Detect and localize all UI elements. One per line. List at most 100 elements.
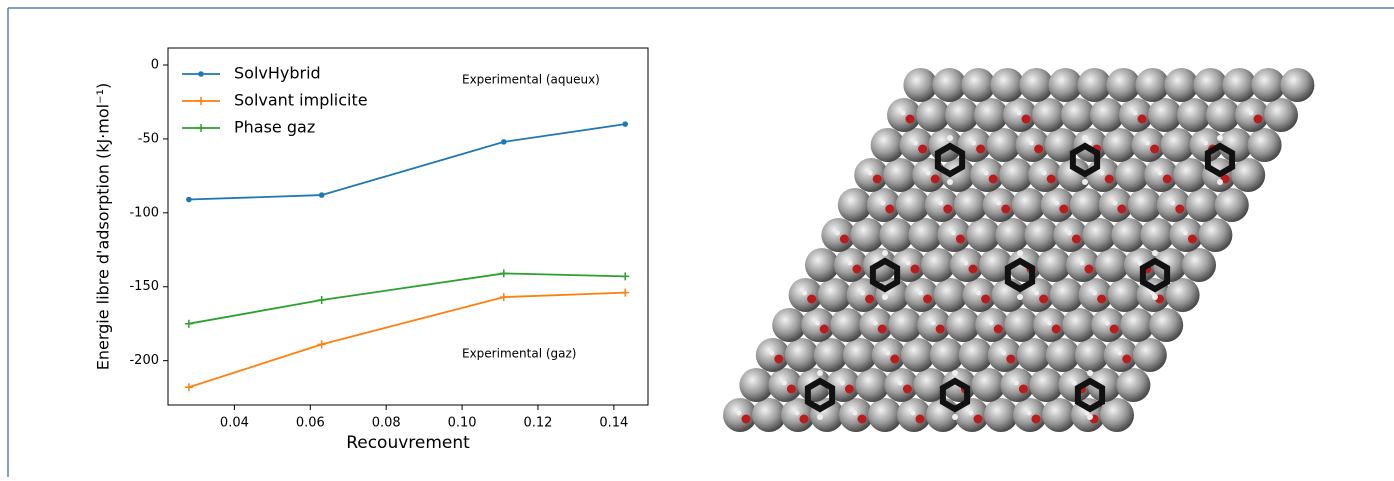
benzene-ring [934, 142, 966, 178]
series-line [188, 291, 626, 389]
atom [817, 278, 852, 312]
x-tick-label: 0.14 [599, 416, 628, 431]
atom [830, 308, 865, 342]
atom [813, 338, 848, 372]
atom [1153, 248, 1187, 282]
atom [1107, 278, 1142, 312]
atom [1164, 68, 1199, 102]
legend-marker [197, 97, 205, 105]
atom [1206, 98, 1240, 132]
marker [622, 121, 629, 127]
atom [1173, 158, 1208, 192]
hydrogen [983, 170, 989, 176]
hydroxyl [844, 384, 854, 394]
hydrogen [882, 250, 888, 256]
hydrogen [1082, 179, 1088, 185]
atom [883, 158, 918, 192]
atom [990, 68, 1025, 102]
hydrogen [1137, 260, 1143, 266]
hydroxyl [1059, 204, 1069, 214]
atom [855, 368, 890, 402]
hydrogen [1082, 135, 1088, 141]
atom [888, 308, 923, 342]
atom [784, 338, 819, 372]
atom [1029, 368, 1064, 402]
hydrogen [930, 320, 936, 326]
hydrogen [1099, 170, 1105, 176]
atom [842, 338, 877, 372]
hydrogen [918, 290, 924, 296]
atom [1048, 68, 1083, 102]
hydrogen [1013, 380, 1019, 386]
hydrogen [736, 410, 742, 416]
hydrogen [860, 290, 866, 296]
hydroxyl [1001, 204, 1011, 214]
atom [1111, 218, 1146, 252]
hydroxyl [918, 144, 928, 154]
benzene-ring [1069, 142, 1101, 178]
hydroxyl [819, 324, 829, 334]
hydroxyl [774, 354, 784, 364]
atom [953, 188, 988, 222]
hydrogen [880, 200, 886, 206]
atom [1032, 98, 1066, 132]
hydroxyl [865, 294, 875, 304]
hydrogen [1157, 170, 1163, 176]
hydroxyl [905, 114, 915, 124]
marker [184, 383, 193, 392]
atom [1132, 338, 1167, 372]
hydrogen [1016, 110, 1022, 116]
atom [1149, 308, 1184, 342]
hydrogen [817, 370, 823, 376]
hydrogen [1029, 140, 1035, 146]
hydrogen [839, 380, 845, 386]
hydroxyl [1220, 174, 1230, 184]
hydroxyl [943, 204, 953, 214]
hydroxyl [872, 174, 882, 184]
hydroxyl [1051, 324, 1061, 334]
hydroxyl [981, 294, 991, 304]
hydroxyl [973, 414, 983, 424]
atom [895, 188, 930, 222]
atom [1016, 338, 1051, 372]
annotation: Experimental (gaz) [462, 347, 576, 361]
hydroxyl [910, 264, 920, 274]
hydroxyl [1162, 174, 1172, 184]
atom [1198, 218, 1233, 252]
atom [1251, 68, 1286, 102]
hydrogen [1071, 380, 1077, 386]
atom [1082, 218, 1117, 252]
atom [1090, 98, 1124, 132]
marker [318, 192, 325, 198]
benzene-ring [1139, 257, 1171, 293]
atom [837, 188, 872, 222]
marker [499, 269, 508, 278]
atom [1120, 308, 1155, 342]
hydroxyl [1039, 294, 1049, 304]
atom [1264, 98, 1298, 132]
hydrogen [1248, 110, 1254, 116]
hydrogen [814, 320, 820, 326]
y-tick-label: -50 [138, 131, 159, 146]
hydroxyl [1021, 114, 1031, 124]
hydroxyl [955, 234, 965, 244]
hydrogen [913, 140, 919, 146]
hydrogen [971, 140, 977, 146]
hydrogen [952, 414, 958, 420]
hydroxyl [915, 414, 925, 424]
atom [1011, 188, 1046, 222]
atom [1127, 188, 1162, 222]
atom [1100, 398, 1134, 432]
atom [1024, 218, 1059, 252]
hydrogen [968, 410, 974, 416]
plot-area [167, 47, 649, 406]
benzene-ring [1004, 257, 1036, 293]
hydroxyl [885, 204, 895, 214]
hydrogen [802, 290, 808, 296]
atom [805, 248, 839, 282]
atom [1280, 68, 1315, 102]
hydrogen [1017, 294, 1023, 300]
hydrogen [794, 410, 800, 416]
hydrogen [1152, 250, 1158, 256]
atom [1165, 278, 1200, 312]
